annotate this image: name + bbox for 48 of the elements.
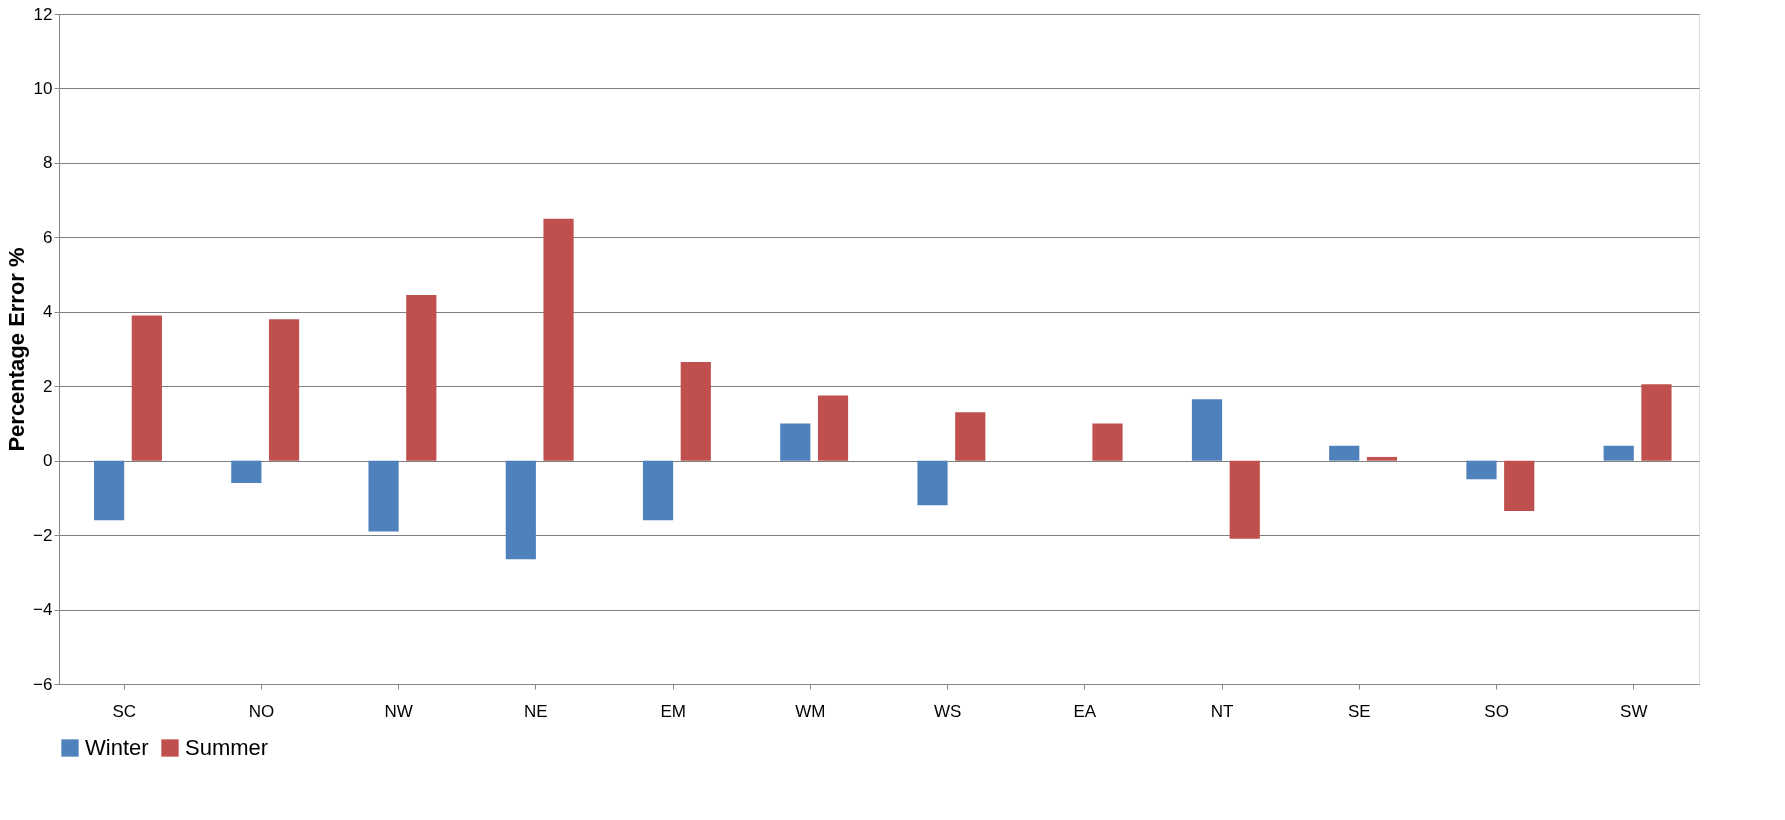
x-tick-label: NO bbox=[248, 701, 275, 721]
y-tick-label: 2 bbox=[43, 376, 53, 396]
bar bbox=[1229, 460, 1260, 539]
bar bbox=[368, 460, 399, 532]
legend-label: Winter bbox=[85, 735, 149, 760]
x-tick-label: EM bbox=[660, 701, 686, 721]
bar bbox=[1092, 423, 1123, 461]
bar bbox=[406, 295, 437, 461]
y-axis-title: Percentage Error % bbox=[4, 247, 30, 452]
bar bbox=[505, 460, 536, 560]
bar bbox=[780, 423, 811, 461]
bar bbox=[1641, 384, 1672, 461]
x-tick-label: SW bbox=[1620, 701, 1648, 721]
x-tick-label: NT bbox=[1210, 701, 1234, 721]
bar bbox=[231, 460, 262, 483]
bar bbox=[680, 362, 711, 461]
x-tick-label: NW bbox=[384, 701, 413, 721]
x-tick-label: EA bbox=[1073, 701, 1097, 721]
y-tick-label: −4 bbox=[33, 600, 53, 620]
x-tick-label: SC bbox=[112, 701, 136, 721]
x-tick-label: WM bbox=[795, 701, 826, 721]
bar bbox=[94, 460, 125, 521]
bar bbox=[1191, 399, 1223, 461]
bar bbox=[1466, 460, 1497, 480]
x-tick-label: WS bbox=[933, 701, 962, 721]
y-tick-label: 12 bbox=[33, 4, 53, 24]
y-tick-label: 4 bbox=[43, 302, 53, 322]
y-tick-label: −6 bbox=[33, 674, 53, 694]
bar bbox=[1504, 460, 1535, 511]
y-tick-label: 10 bbox=[33, 78, 53, 98]
bar bbox=[1366, 456, 1398, 461]
y-tick-label: 6 bbox=[43, 227, 53, 247]
bar bbox=[1329, 445, 1360, 461]
bar bbox=[1603, 445, 1634, 461]
x-tick-label: NE bbox=[524, 701, 548, 721]
legend-label: Summer bbox=[185, 735, 269, 760]
bar bbox=[543, 218, 574, 461]
y-tick-label: 8 bbox=[43, 153, 53, 173]
bar bbox=[268, 319, 300, 461]
y-tick-label: −2 bbox=[33, 525, 53, 545]
bar bbox=[131, 315, 162, 461]
bar bbox=[642, 460, 674, 521]
y-tick-label: 0 bbox=[43, 451, 53, 471]
x-tick-label: SO bbox=[1484, 701, 1509, 721]
x-tick-label: SE bbox=[1347, 701, 1371, 721]
bar bbox=[817, 395, 849, 461]
bar bbox=[917, 460, 948, 506]
bar bbox=[955, 412, 986, 461]
